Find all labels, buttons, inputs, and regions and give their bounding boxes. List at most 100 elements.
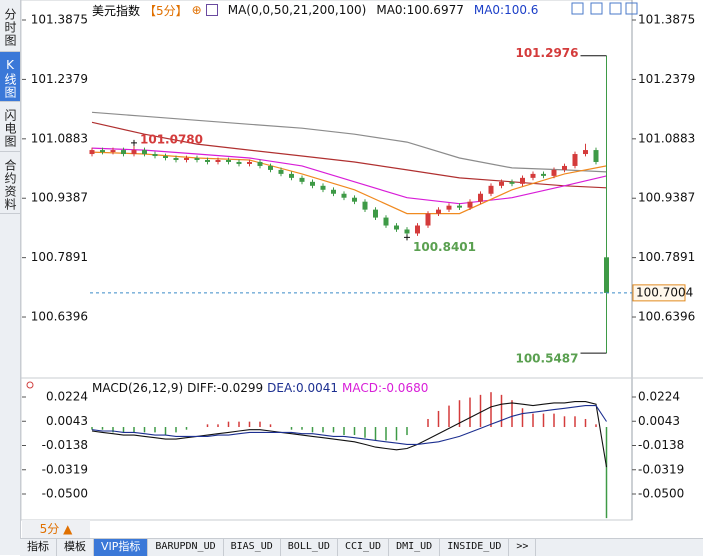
y-tick-label: -0.0138 (638, 438, 684, 452)
candle-body (247, 161, 252, 164)
candle-body (100, 150, 105, 153)
candle-body (478, 193, 483, 202)
current-price-label: 100.7004 (636, 285, 693, 299)
candle-body (299, 177, 305, 182)
toolbar-icons (571, 2, 638, 15)
ma-line (91, 121, 607, 189)
candle-body (194, 158, 200, 160)
chart: 100.6396 100.6396 100.7891 100.7891 100.9387… (20, 0, 703, 521)
y-tick-label: 101.3875 (31, 13, 88, 27)
candle-body (131, 150, 137, 155)
candle-body (572, 154, 578, 166)
sidebar-tab[interactable]: 闪电图 (0, 102, 20, 152)
candle-body (352, 197, 357, 202)
candle-body (257, 161, 263, 166)
add-icon[interactable]: ⊕ (191, 3, 202, 17)
candle-body (173, 158, 179, 160)
y-tick-label: 100.9387 (31, 191, 88, 205)
period-label: 【5分】 (144, 3, 188, 18)
candle-body (551, 169, 557, 176)
bottom-tabs: 指标 模板 VIP指标 BARUPDN_UD BIAS_UD BOLL_UD C… (20, 538, 703, 556)
sidebar-tab[interactable]: 合约资料 (0, 152, 20, 214)
y-tick-label: 100.7891 (638, 250, 695, 264)
candle-body (110, 150, 116, 153)
bottom-tab[interactable]: 模板 (57, 539, 94, 556)
annotation-label: 101.2976 (515, 46, 578, 60)
sidebar-tab[interactable]: 分时图 (0, 0, 20, 52)
candle-body (331, 189, 336, 194)
candle-body (604, 257, 609, 293)
legend-item: MA0:100.6977 (376, 3, 464, 17)
candle-body (152, 154, 158, 157)
y-tick-label: -0.0500 (42, 487, 88, 501)
candle-body (457, 205, 462, 208)
legend-item: DEA:0.0041 (267, 381, 338, 395)
sidebar-tab[interactable]: K线图 (0, 52, 20, 102)
candle-body (89, 150, 95, 155)
icon[interactable] (590, 2, 603, 15)
y-tick-label: 0.0043 (638, 414, 680, 428)
candle-body (436, 209, 441, 214)
annotation-marker (404, 234, 410, 241)
legend-item: MA0:100.6 (473, 3, 539, 17)
macd-line (91, 405, 607, 445)
candle-body (236, 161, 242, 164)
chart-frame (20, 0, 633, 521)
y-tick-label: 0.0224 (46, 390, 88, 404)
candle-body (142, 150, 147, 155)
bottom-tab[interactable]: BIAS_UD (224, 539, 281, 556)
annotation-marker (131, 139, 137, 146)
legend-item: MA(0,0,50,21,200,100) (227, 3, 367, 17)
y-tick-label: 101.0883 (638, 131, 695, 145)
candle-body (278, 169, 284, 174)
candle-body (488, 185, 494, 194)
bottom-tab[interactable]: BARUPDN_UD (148, 539, 224, 556)
icon[interactable] (571, 2, 584, 15)
legend-item: DIFF:-0.0299 (187, 381, 263, 395)
candle-body (121, 150, 126, 155)
candle-body (583, 150, 588, 155)
candle-body (541, 173, 546, 176)
candle-body (362, 201, 368, 210)
candle-body (226, 159, 231, 162)
candle-body (520, 177, 525, 184)
candle-body (446, 205, 452, 210)
bottom-tab[interactable]: DMI_UD (389, 539, 441, 556)
y-tick-label: 100.6396 (31, 310, 88, 324)
bottom-tab[interactable]: INSIDE_UD (440, 539, 510, 556)
bottom-tab[interactable]: VIP指标 (94, 539, 149, 556)
settings-icon[interactable] (26, 381, 34, 389)
y-tick-label: 101.0883 (31, 131, 88, 145)
candle-body (530, 173, 536, 178)
y-tick-label: -0.0319 (42, 462, 88, 476)
y-tick-label: 101.2379 (638, 72, 695, 86)
bottom-tab[interactable]: BOLL_UD (281, 539, 338, 556)
y-tick-label: -0.0319 (638, 462, 684, 476)
period-button[interactable]: 5分 ▲ (22, 520, 90, 538)
icon[interactable] (609, 2, 622, 15)
bottom-tab[interactable]: >> (509, 539, 537, 556)
candle-body (310, 181, 315, 186)
indicator-icon[interactable] (205, 4, 218, 16)
bottom-tab[interactable]: CCI_UD (338, 539, 390, 556)
y-tick-label: 100.6396 (638, 310, 695, 324)
candle-body (289, 173, 294, 178)
bottom-tab[interactable]: 指标 (20, 539, 57, 556)
candle-body (499, 181, 504, 186)
candle-body (373, 209, 378, 218)
candle-body (320, 185, 326, 190)
candle-body (425, 213, 431, 226)
y-tick-label: 101.3875 (638, 13, 695, 27)
candle-body (562, 165, 567, 170)
candle-body (215, 159, 221, 162)
ma-line (91, 111, 607, 173)
ma-line (91, 147, 607, 205)
candle-body (268, 165, 273, 170)
icon[interactable] (625, 2, 638, 15)
candle-body (394, 225, 399, 230)
annotation-label: 100.5487 (515, 352, 578, 366)
macd-legend: MACD(26,12,9) DIFF:-0.0299 DEA:0.0041 MACD:… (92, 381, 428, 395)
price-legend: 美元指数 【5分】 ⊕ MA(0,0,50,21,200,100) MA0:100… (92, 2, 538, 18)
y-tick-label: 0.0043 (46, 414, 88, 428)
